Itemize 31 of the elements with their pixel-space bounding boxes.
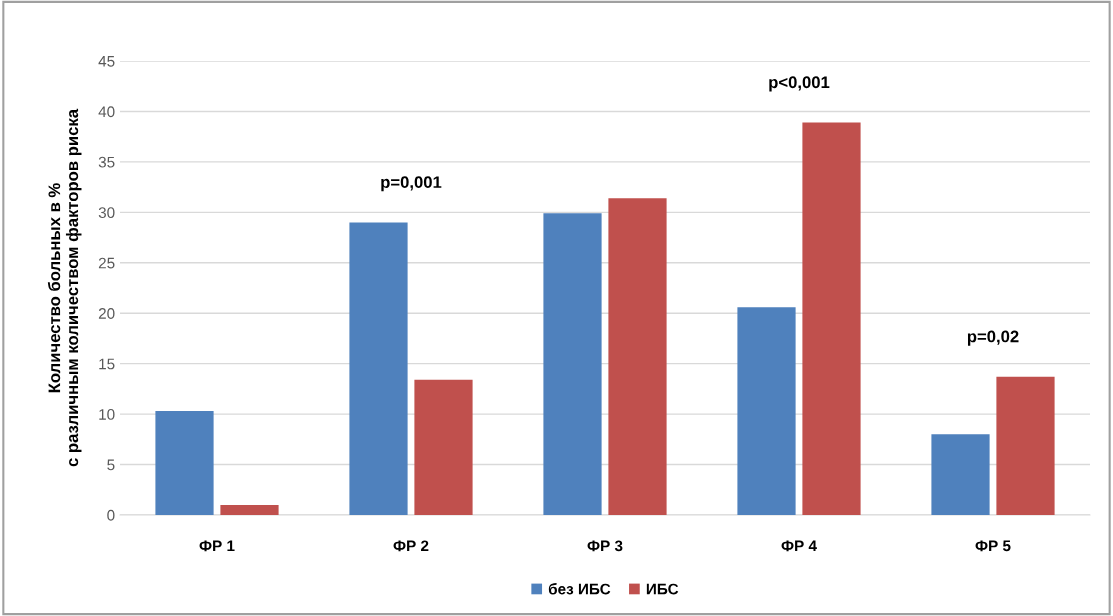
legend-label: ИБС xyxy=(646,583,679,595)
y-tick-label: 5 xyxy=(107,459,115,471)
y-tick-label: 30 xyxy=(98,207,115,219)
bar xyxy=(931,434,990,515)
bar xyxy=(737,307,796,515)
bar xyxy=(802,122,861,515)
bar xyxy=(220,504,279,515)
bar xyxy=(543,213,602,515)
bar xyxy=(996,376,1055,515)
y-tick-label: 40 xyxy=(98,106,115,118)
annotation: p=0,02 xyxy=(967,330,1019,346)
x-tick-label: ФР 5 xyxy=(975,540,1011,552)
y-tick-label: 35 xyxy=(98,156,115,168)
y-tick-label: 15 xyxy=(99,358,115,370)
legend-label: без ИБС xyxy=(548,583,611,595)
bar xyxy=(155,411,214,515)
bar xyxy=(608,198,667,515)
annotation: p=0,001 xyxy=(381,176,442,192)
bar xyxy=(414,379,473,515)
y-tick-label: 25 xyxy=(98,257,115,269)
x-tick-label: ФР 1 xyxy=(199,540,235,552)
y-tick-label: 20 xyxy=(98,308,115,319)
y-axis-title: Количество больных в % с различным количеством факторов риска xyxy=(47,108,82,467)
bar xyxy=(349,222,408,515)
y-tick-label: 45 xyxy=(98,56,115,67)
y-tick-label: 10 xyxy=(99,408,115,420)
annotation: p<0,001 xyxy=(769,76,830,92)
y-tick-label: 0 xyxy=(107,509,115,521)
x-tick-label: ФР 4 xyxy=(781,540,817,552)
x-tick-label: ФР 2 xyxy=(393,540,429,552)
x-tick-label: ФР 3 xyxy=(587,540,623,552)
